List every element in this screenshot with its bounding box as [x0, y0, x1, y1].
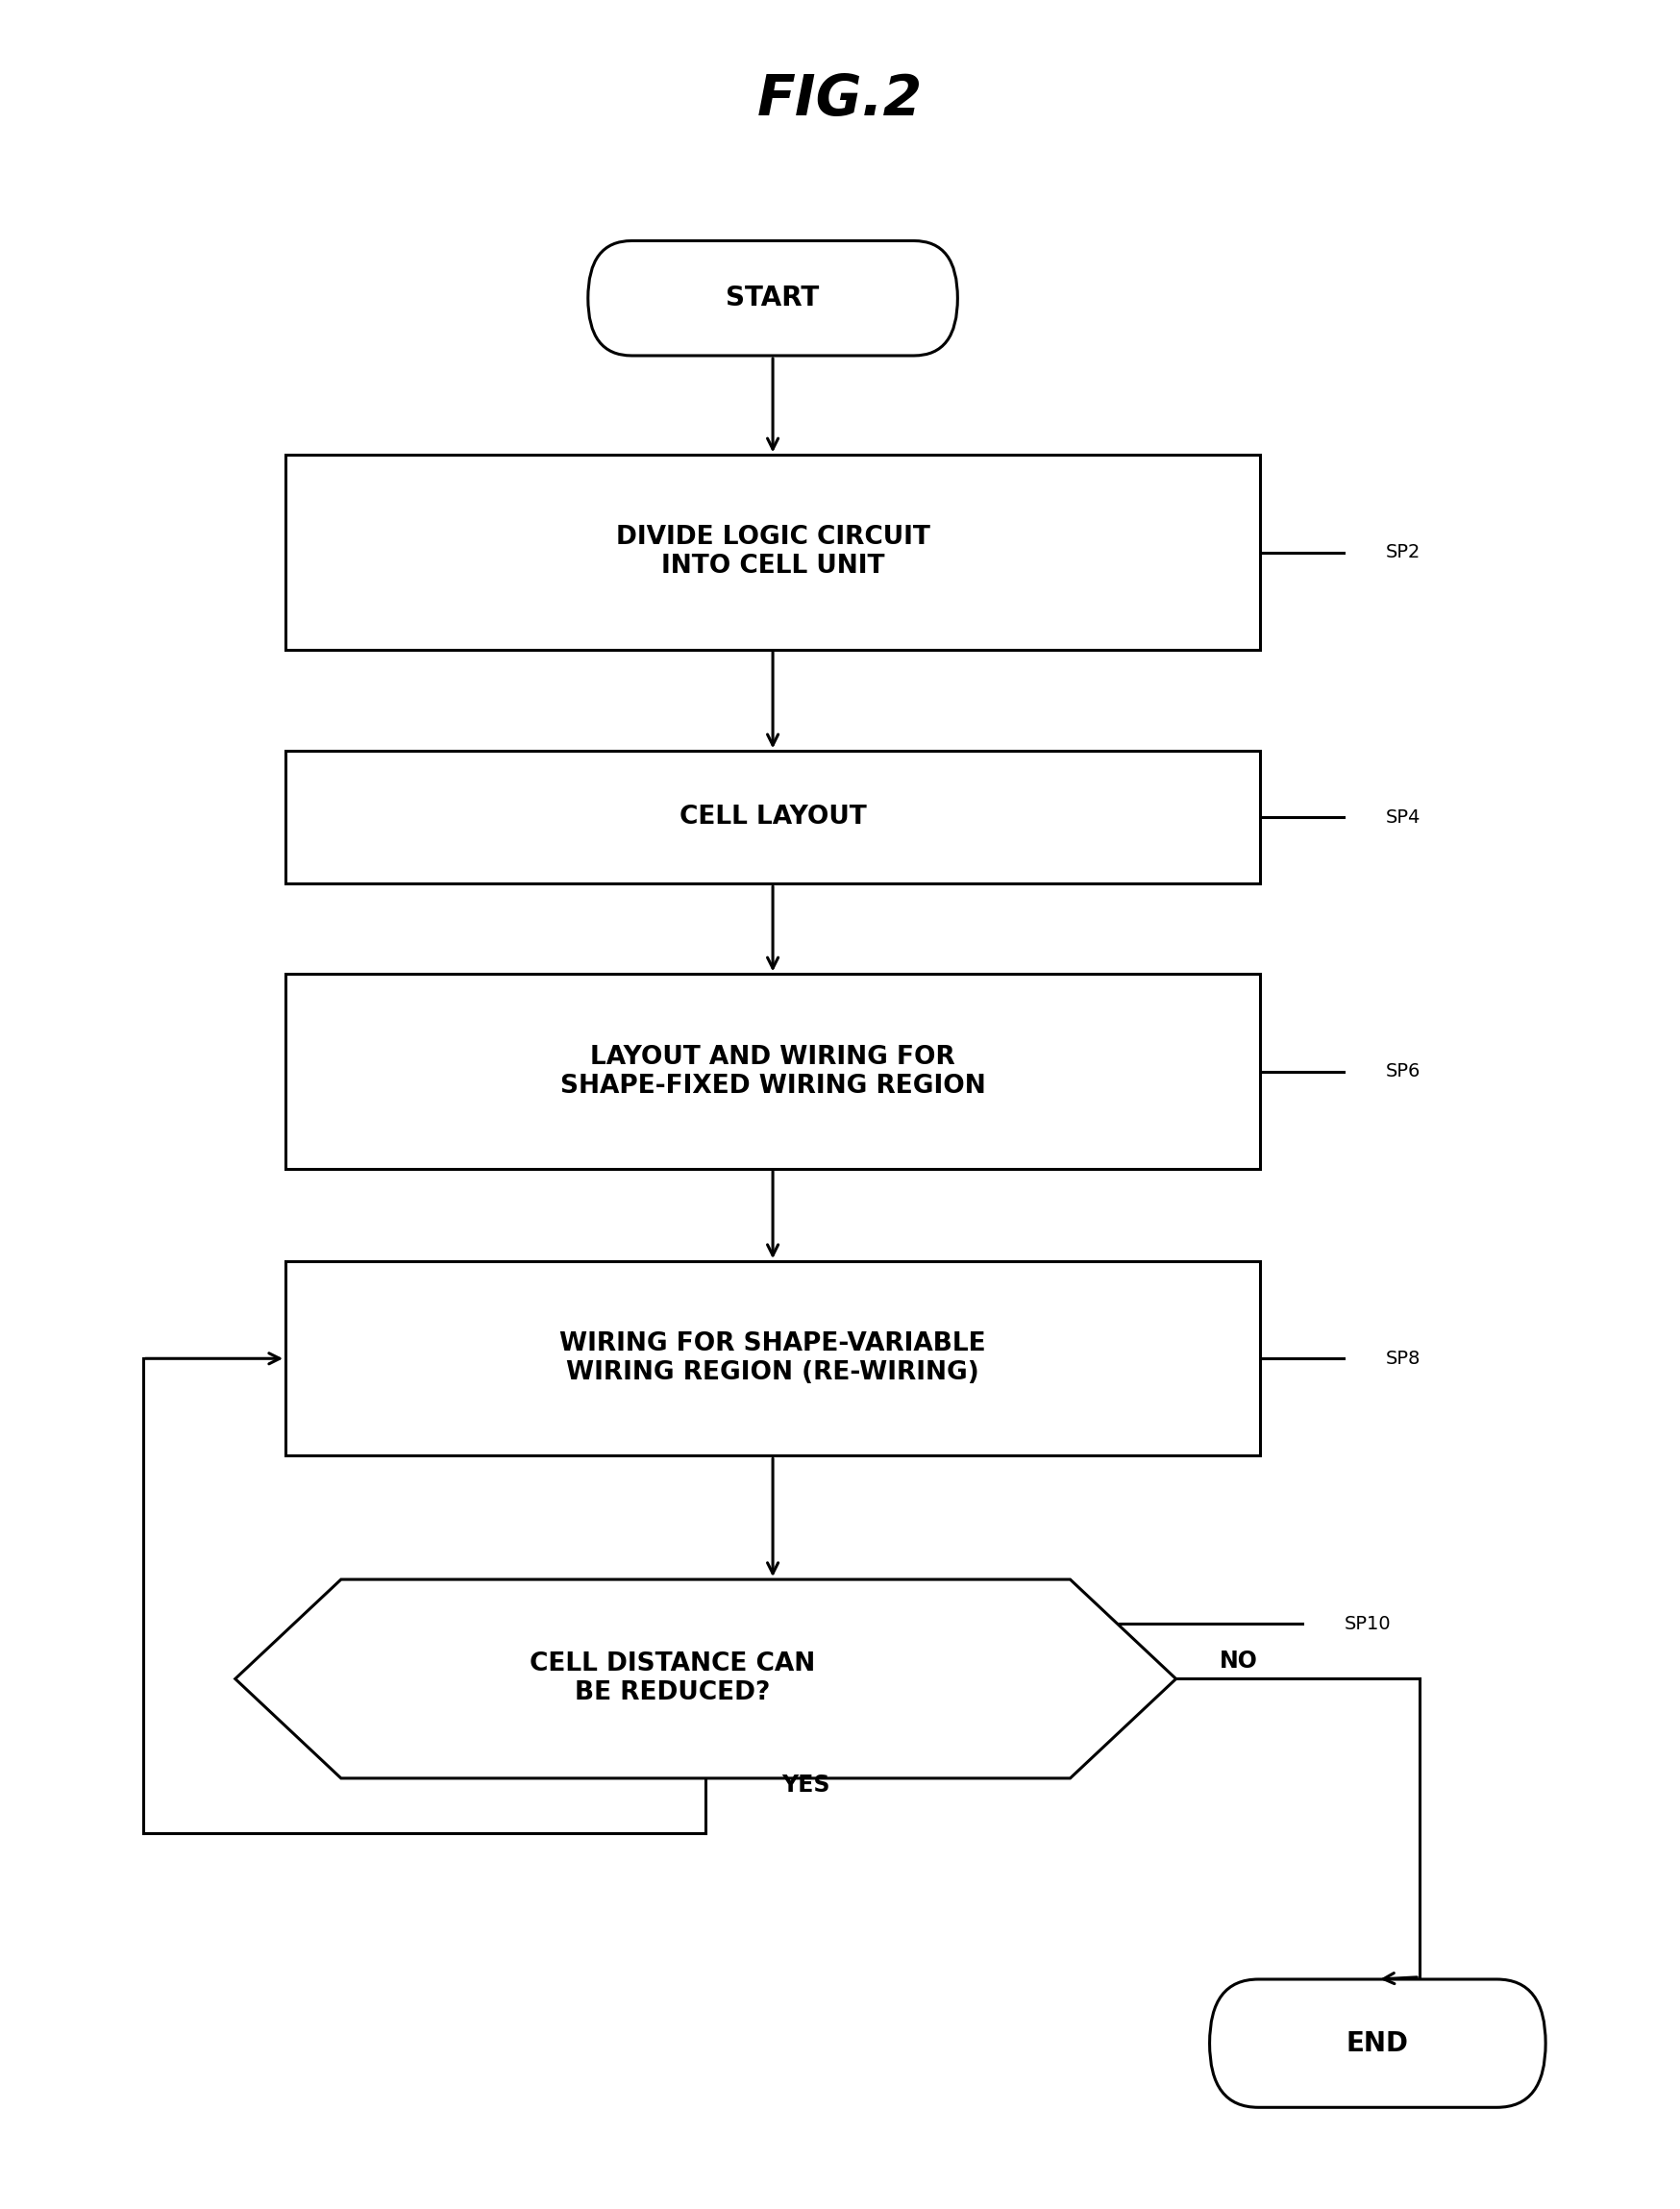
FancyBboxPatch shape: [286, 974, 1260, 1169]
FancyBboxPatch shape: [286, 1261, 1260, 1456]
Text: SP2: SP2: [1386, 543, 1421, 561]
FancyBboxPatch shape: [1210, 1979, 1546, 2107]
FancyBboxPatch shape: [286, 455, 1260, 649]
Text: NO: NO: [1220, 1650, 1258, 1672]
Text: END: END: [1346, 2030, 1410, 2057]
Text: SP8: SP8: [1386, 1350, 1421, 1367]
Polygon shape: [235, 1579, 1176, 1778]
Text: DIVIDE LOGIC CIRCUIT
INTO CELL UNIT: DIVIDE LOGIC CIRCUIT INTO CELL UNIT: [617, 526, 929, 579]
FancyBboxPatch shape: [286, 751, 1260, 884]
Text: FIG.2: FIG.2: [758, 73, 922, 126]
Text: CELL DISTANCE CAN
BE REDUCED?: CELL DISTANCE CAN BE REDUCED?: [529, 1652, 815, 1705]
Text: SP4: SP4: [1386, 808, 1421, 826]
Text: CELL LAYOUT: CELL LAYOUT: [679, 804, 867, 831]
Text: YES: YES: [781, 1774, 830, 1796]
FancyBboxPatch shape: [588, 241, 958, 356]
Text: WIRING FOR SHAPE-VARIABLE
WIRING REGION (RE-WIRING): WIRING FOR SHAPE-VARIABLE WIRING REGION …: [559, 1332, 986, 1385]
Text: SP10: SP10: [1344, 1615, 1391, 1632]
Text: START: START: [726, 285, 820, 311]
Text: LAYOUT AND WIRING FOR
SHAPE-FIXED WIRING REGION: LAYOUT AND WIRING FOR SHAPE-FIXED WIRING…: [559, 1045, 986, 1098]
Text: SP6: SP6: [1386, 1063, 1421, 1080]
